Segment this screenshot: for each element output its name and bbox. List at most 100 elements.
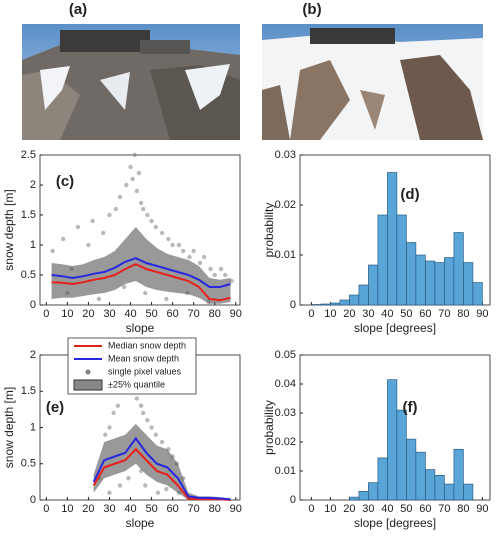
histogram-bar [377, 457, 388, 501]
histogram-bar [320, 303, 331, 306]
series-line [92, 447, 231, 501]
scatter-point [155, 490, 161, 495]
scatter-point [212, 272, 217, 278]
panel-label: (d) [400, 186, 419, 203]
scatter-point [86, 242, 91, 248]
y-tick-label: 1.5 [21, 385, 36, 397]
scatter-point [107, 490, 112, 495]
y-tick-label: 2 [30, 349, 36, 361]
histogram-bar [368, 264, 379, 306]
y-tick-label: 0 [30, 299, 36, 311]
scatter-point [134, 396, 140, 401]
x-tick-label: 20 [82, 308, 94, 320]
scatter-point [50, 248, 55, 254]
scatter-point [96, 296, 102, 302]
x-tick-label: 60 [419, 308, 431, 320]
y-tick-label: 0.5 [21, 458, 36, 470]
histogram-bar [358, 284, 369, 306]
x-tick-label: 40 [124, 308, 136, 320]
x-tick-label: 70 [188, 503, 200, 515]
scatter-point [60, 236, 66, 242]
scatter-point [187, 254, 192, 260]
x-tick-label: 40 [124, 503, 136, 515]
legend-label: ±25% quantile [108, 379, 165, 389]
x-tick-label: 10 [61, 503, 73, 515]
histogram-bar [463, 262, 474, 306]
histogram-bar [425, 260, 436, 306]
scatter-point [202, 254, 207, 260]
y-tick-label: 0.01 [275, 249, 296, 261]
scatter-point [111, 410, 116, 416]
scatter-point [145, 418, 150, 423]
scatter-point [164, 486, 169, 492]
x-tick-label: 60 [167, 503, 179, 515]
y-tick-label: 1 [30, 421, 36, 433]
scatter-point [75, 224, 81, 230]
histogram-bar [377, 214, 388, 306]
scatter-point [117, 194, 123, 200]
x-tick-label: 70 [438, 503, 450, 515]
scatter-point [180, 248, 186, 254]
y-tick-label: 0 [30, 494, 36, 506]
x-tick-label: 0 [308, 503, 314, 515]
y-tick-label: 0.04 [275, 378, 296, 390]
x-tick-label: 0 [43, 308, 49, 320]
y-axis-label: snow depth [m] [2, 189, 16, 270]
scatter-point [164, 296, 169, 302]
scatter-point [130, 176, 135, 182]
y-axis-label: probability [262, 400, 276, 455]
scatter-point [134, 188, 140, 194]
x-tick-label: 20 [343, 308, 355, 320]
x-tick-label: 70 [438, 308, 450, 320]
scatter-point [176, 242, 182, 248]
legend-swatch [73, 379, 103, 391]
x-tick-label: 30 [103, 308, 115, 320]
x-tick-label: 50 [145, 308, 157, 320]
x-tick-label: 50 [400, 503, 412, 515]
scatter-point [143, 290, 148, 296]
histogram-bar [434, 475, 445, 501]
scatter-point [132, 152, 137, 158]
scatter-point [191, 248, 196, 254]
y-tick-label: 1.5 [21, 209, 36, 221]
x-tick-label: 50 [400, 308, 412, 320]
histogram-bar [425, 469, 436, 501]
series-line [92, 436, 231, 501]
histogram-bar [415, 254, 426, 306]
x-tick-label: 40 [381, 308, 393, 320]
histogram-bar [453, 232, 464, 306]
scatter-point [145, 212, 150, 218]
scatter-point [159, 230, 165, 236]
panel-label: (a) [69, 1, 87, 18]
x-tick-label: 50 [145, 503, 157, 515]
y-tick-label: 0.02 [275, 199, 296, 211]
scatter-point [113, 206, 118, 212]
legend-swatch [85, 369, 91, 375]
x-tick-label: 80 [209, 503, 221, 515]
scatter-point [100, 230, 106, 236]
x-tick-label: 60 [167, 308, 179, 320]
x-tick-label: 20 [82, 503, 94, 515]
scatter-point [107, 212, 112, 218]
scatter-point [159, 439, 165, 445]
scatter-point [223, 272, 228, 278]
scatter-point [90, 218, 95, 224]
scatter-point [218, 266, 224, 272]
y-axis-label: snow depth [m] [2, 387, 16, 468]
histogram-bar [444, 257, 455, 306]
histogram-bar [311, 304, 322, 306]
histogram-bar [415, 451, 426, 501]
histogram-bar [434, 262, 445, 306]
y-tick-label: 2.5 [21, 149, 36, 161]
histogram-bar [358, 490, 369, 501]
scatter-point [170, 242, 175, 248]
y-tick-label: 0.03 [275, 407, 296, 419]
histogram-bar [396, 409, 407, 501]
scatter-point [197, 260, 203, 266]
scatter-point [124, 182, 129, 188]
photo-a [22, 24, 240, 140]
x-tick-label: 10 [61, 308, 73, 320]
x-tick-label: 90 [476, 308, 488, 320]
histogram-bar [330, 302, 341, 306]
